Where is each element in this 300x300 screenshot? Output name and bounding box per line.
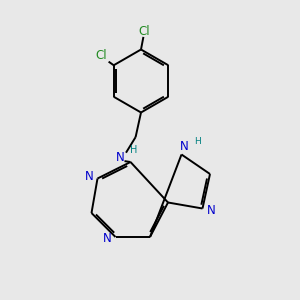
- Text: N: N: [85, 170, 94, 184]
- Text: Cl: Cl: [95, 49, 106, 62]
- Text: N: N: [179, 140, 188, 153]
- Text: H: H: [130, 145, 137, 155]
- Text: H: H: [194, 137, 200, 146]
- Text: N: N: [116, 151, 125, 164]
- Text: N: N: [103, 232, 112, 245]
- Text: N: N: [206, 204, 215, 218]
- Text: Cl: Cl: [139, 25, 150, 38]
